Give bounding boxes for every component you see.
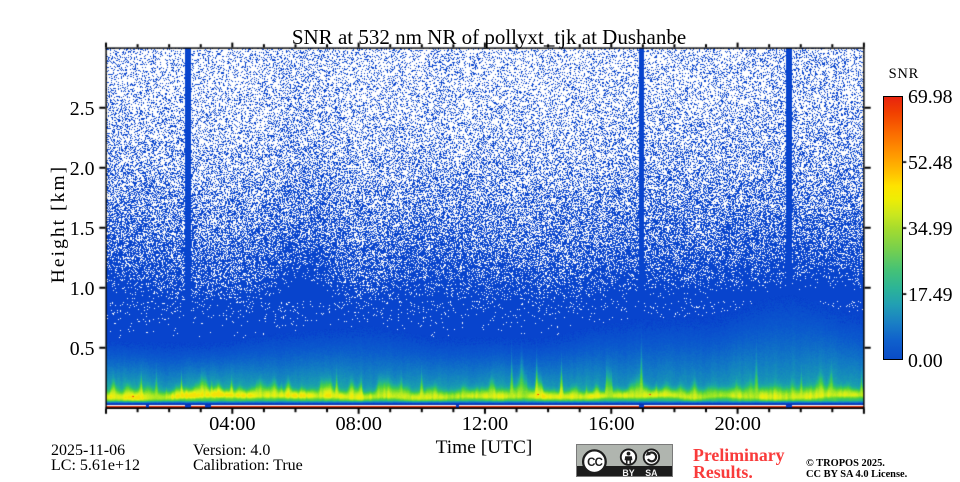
svg-text:CC: CC bbox=[587, 457, 603, 469]
svg-text:BY: BY bbox=[622, 467, 634, 477]
svg-text:SA: SA bbox=[645, 467, 658, 477]
